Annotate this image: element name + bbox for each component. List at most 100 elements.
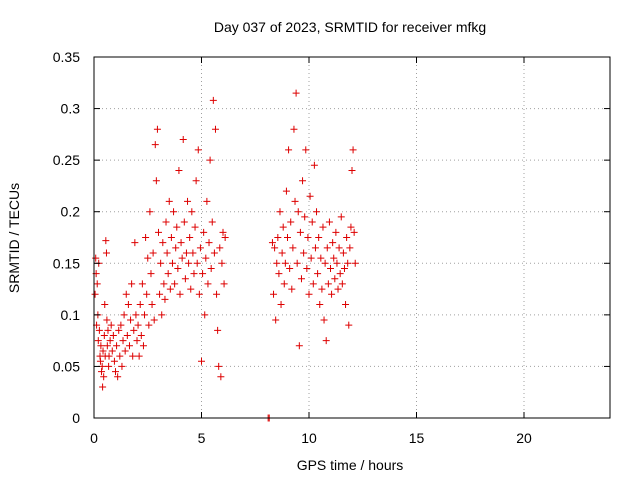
data-point xyxy=(158,311,166,319)
data-point xyxy=(187,285,195,293)
data-point xyxy=(335,244,343,252)
x-tick-label: 5 xyxy=(198,430,206,446)
data-point xyxy=(106,337,114,345)
data-point xyxy=(270,290,278,298)
y-tick-label: 0.35 xyxy=(53,49,80,65)
data-point xyxy=(143,290,151,298)
y-tick-label: 0.25 xyxy=(53,152,80,168)
data-point xyxy=(349,146,357,154)
data-point xyxy=(147,270,155,278)
data-point xyxy=(139,342,147,350)
data-point xyxy=(189,249,197,257)
data-point xyxy=(301,213,309,221)
data-point xyxy=(92,254,100,262)
data-point xyxy=(277,301,285,309)
data-point xyxy=(268,239,276,247)
data-point xyxy=(150,316,158,324)
data-point xyxy=(276,208,284,216)
data-point xyxy=(324,280,332,288)
data-point xyxy=(98,368,106,376)
data-point xyxy=(221,234,229,241)
x-tick-label: 10 xyxy=(301,430,317,446)
data-point xyxy=(307,254,315,262)
data-point xyxy=(203,197,211,205)
data-point xyxy=(305,290,313,298)
data-point xyxy=(105,362,113,370)
data-point xyxy=(131,239,139,247)
data-point xyxy=(289,244,297,252)
data-point xyxy=(192,177,200,185)
x-tick-label: 20 xyxy=(516,430,532,446)
data-point xyxy=(129,352,137,360)
data-point xyxy=(205,239,213,247)
data-point xyxy=(151,141,159,149)
data-point xyxy=(346,244,354,252)
y-tick-label: 0.15 xyxy=(53,255,80,271)
data-point xyxy=(166,285,174,293)
data-point xyxy=(113,342,121,350)
data-point xyxy=(319,223,327,231)
y-tick-label: 0 xyxy=(72,410,80,426)
data-point xyxy=(279,223,287,231)
data-point xyxy=(321,259,329,267)
data-point xyxy=(310,161,318,169)
data-point xyxy=(286,264,294,272)
data-point xyxy=(186,234,194,241)
data-point xyxy=(168,259,176,267)
data-point xyxy=(299,177,307,185)
data-point xyxy=(102,249,110,257)
data-point xyxy=(191,223,199,231)
data-point xyxy=(119,337,127,345)
data-point xyxy=(182,249,190,257)
data-point xyxy=(284,234,291,241)
data-point xyxy=(350,228,358,236)
data-point xyxy=(290,125,298,133)
data-point xyxy=(294,208,302,216)
y-tick-label: 0.1 xyxy=(61,307,81,323)
data-point xyxy=(133,337,141,345)
data-point xyxy=(172,244,180,252)
data-point xyxy=(114,373,122,381)
data-point xyxy=(91,290,99,298)
data-point xyxy=(199,270,207,278)
data-point xyxy=(177,239,185,247)
data-point xyxy=(93,280,101,288)
data-point xyxy=(170,208,178,216)
data-point xyxy=(302,146,310,154)
data-point xyxy=(215,362,223,370)
axis-ticks: 0 5 10 15 20 0 0.05 0.1 0.15 0.2 0.25 0.3 0.35 xyxy=(53,49,610,446)
data-point xyxy=(123,331,131,339)
data-point xyxy=(118,362,126,370)
data-point xyxy=(121,347,129,355)
data-point xyxy=(330,254,338,262)
data-point xyxy=(100,331,108,339)
data-point xyxy=(95,326,103,334)
data-point xyxy=(285,146,293,154)
data-point xyxy=(333,259,341,267)
data-point xyxy=(287,218,295,226)
data-point xyxy=(320,316,328,324)
data-point xyxy=(331,275,339,283)
data-point xyxy=(274,234,282,241)
data-point xyxy=(272,316,280,324)
data-point xyxy=(195,290,203,298)
data-point xyxy=(214,326,222,334)
data-point xyxy=(296,228,304,236)
data-point xyxy=(135,352,143,360)
data-point xyxy=(291,197,299,205)
data-point xyxy=(116,352,124,360)
data-point xyxy=(97,342,105,350)
data-point xyxy=(103,316,111,324)
data-point xyxy=(336,270,344,278)
data-point xyxy=(198,357,205,365)
data-point xyxy=(94,337,102,345)
data-point xyxy=(164,270,172,278)
data-point xyxy=(332,228,340,236)
data-point xyxy=(210,249,218,257)
data-point xyxy=(311,244,319,252)
data-point xyxy=(322,337,330,345)
data-point xyxy=(337,213,345,221)
data-point xyxy=(99,347,107,355)
data-point xyxy=(124,301,132,309)
data-point xyxy=(325,218,333,226)
